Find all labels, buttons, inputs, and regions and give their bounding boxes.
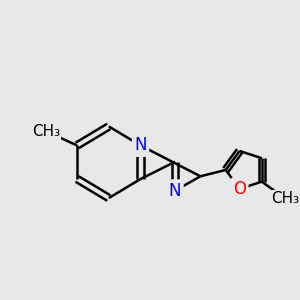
Text: CH₃: CH₃ — [32, 124, 60, 139]
Text: CH₃: CH₃ — [272, 191, 300, 206]
Text: O: O — [233, 180, 246, 198]
Text: N: N — [134, 136, 147, 154]
Text: N: N — [169, 182, 181, 200]
